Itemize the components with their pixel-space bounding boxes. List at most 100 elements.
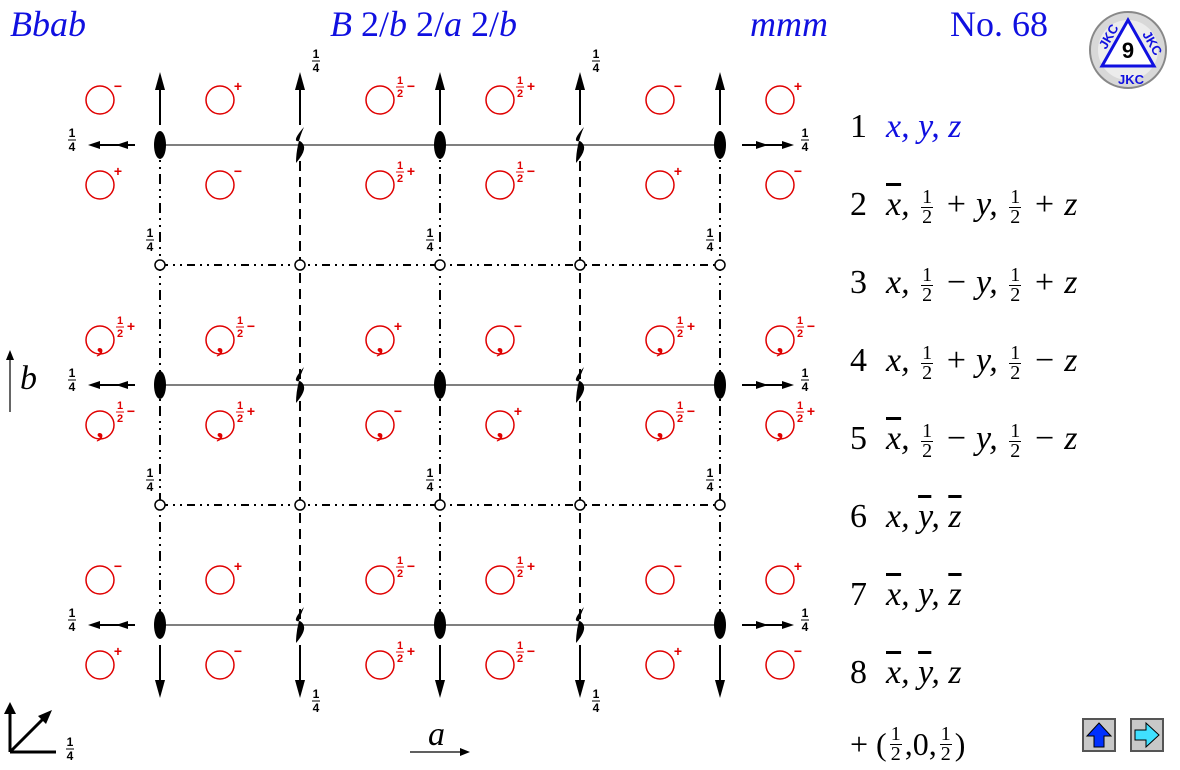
position-circle-outline <box>205 410 235 440</box>
operation-1: 1 x, y, z <box>850 108 962 145</box>
operation-6: 6 x, y, z <box>850 498 962 535</box>
position-circle-outline <box>485 650 515 680</box>
group-number: No. 68 <box>950 4 1048 44</box>
comma-mark: , <box>777 413 784 444</box>
quarter-num: 1 <box>69 366 76 380</box>
up-button[interactable] <box>1082 718 1116 752</box>
quarter-den: 4 <box>67 749 74 763</box>
axes-diag-shaft <box>8 714 48 754</box>
z-sign: + <box>234 78 242 94</box>
z-sign: − <box>247 318 255 334</box>
position-circle-outline <box>765 650 795 680</box>
axis-arrow-head <box>782 141 794 149</box>
quarter-label: 14 <box>592 47 600 75</box>
quarter-num: 1 <box>802 366 809 380</box>
position-circle-comma: ,+ <box>365 318 402 359</box>
quarter-den: 4 <box>69 140 76 154</box>
comma-mark: , <box>377 328 384 359</box>
up-arrow-icon <box>1085 722 1113 748</box>
axis-arrow-head <box>116 621 128 629</box>
full-symbol: B 2/b 2/a 2/b <box>330 4 518 44</box>
quarter-num: 1 <box>802 126 809 140</box>
screw-axis-symbol <box>295 607 305 643</box>
quarter-label: 14 <box>426 226 434 254</box>
half-num: 1 <box>237 400 243 412</box>
twofold-axis-symbol <box>154 611 166 639</box>
quarter-label: 14 <box>312 47 320 75</box>
position-circle-outline <box>645 565 675 595</box>
twofold-axis-symbol <box>434 371 446 399</box>
half-den: 2 <box>397 88 403 100</box>
position-circle: − <box>765 643 802 680</box>
position-circle-outline <box>365 650 395 680</box>
position-circle-comma: , 12− <box>205 315 255 359</box>
inversion-center <box>714 259 726 271</box>
z-sign: + <box>674 643 682 659</box>
inversion-center <box>714 499 726 511</box>
axis-arrow-head <box>155 680 165 698</box>
position-circle-outline <box>85 410 115 440</box>
position-circle-comma: ,− <box>365 403 402 444</box>
axis-arrow-head <box>295 72 305 90</box>
half-num: 1 <box>677 400 683 412</box>
z-sign: − <box>674 78 682 94</box>
position-circle: 12− <box>485 160 535 200</box>
z-sign: − <box>687 403 695 419</box>
operation-8: 8 x, y, z <box>850 654 962 691</box>
operation-7: 7 x, y, z <box>850 576 962 613</box>
twofold-axis-symbol <box>714 131 726 159</box>
half-num: 1 <box>797 400 803 412</box>
axis-b-label: b <box>20 360 37 397</box>
screw-axis-symbol <box>295 367 305 403</box>
z-sign: + <box>674 163 682 179</box>
position-circle-comma: , 12 + <box>645 315 695 359</box>
position-circle: − <box>205 163 242 200</box>
comma-mark: , <box>777 328 784 359</box>
position-circle-outline <box>365 410 395 440</box>
inversion-center <box>574 259 586 271</box>
position-circle-outline <box>205 565 235 595</box>
screw-axis-symbol <box>575 607 585 643</box>
quarter-num: 1 <box>147 226 154 240</box>
z-sign: − <box>234 643 242 659</box>
position-circle: 12− <box>365 75 415 115</box>
quarter-num: 1 <box>313 47 320 61</box>
centering-vector: + (1 2,0, 1 2) <box>850 723 966 765</box>
half-den: 2 <box>517 653 523 665</box>
half-den: 2 <box>797 328 803 340</box>
half-den: 2 <box>677 413 683 425</box>
z-sign: + <box>394 318 402 334</box>
half-num: 1 <box>517 640 523 652</box>
z-sign: − <box>114 558 122 574</box>
z-sign: + <box>127 318 135 334</box>
position-circle-comma: ,+ <box>485 403 522 444</box>
comma-mark: , <box>217 328 224 359</box>
position-circle: 12− <box>485 640 535 680</box>
point-group: mmm <box>750 4 828 44</box>
z-sign: − <box>527 643 535 659</box>
quarter-label: 14 <box>68 366 76 394</box>
position-circle-comma: , 12− <box>645 400 695 444</box>
z-sign: − <box>794 643 802 659</box>
svg-text:9: 9 <box>1122 38 1134 63</box>
z-sign: + <box>514 403 522 419</box>
position-circle-outline <box>85 170 115 200</box>
screw-axis-symbol <box>295 127 305 163</box>
quarter-label: 14 <box>706 226 714 254</box>
comma-mark: , <box>497 328 504 359</box>
inversion-center <box>434 259 446 271</box>
position-circle-comma: , 12 + <box>205 400 255 444</box>
half-den: 2 <box>517 568 523 580</box>
twofold-axis-symbol <box>714 371 726 399</box>
next-button[interactable] <box>1130 718 1164 752</box>
quarter-den: 4 <box>802 140 809 154</box>
half-num: 1 <box>397 75 403 87</box>
z-sign: − <box>394 403 402 419</box>
z-sign: + <box>527 558 535 574</box>
axis-arrow-head <box>88 141 100 149</box>
right-arrow-icon <box>1134 721 1160 749</box>
svg-text:JKC: JKC <box>1118 72 1145 87</box>
comma-mark: , <box>657 413 664 444</box>
